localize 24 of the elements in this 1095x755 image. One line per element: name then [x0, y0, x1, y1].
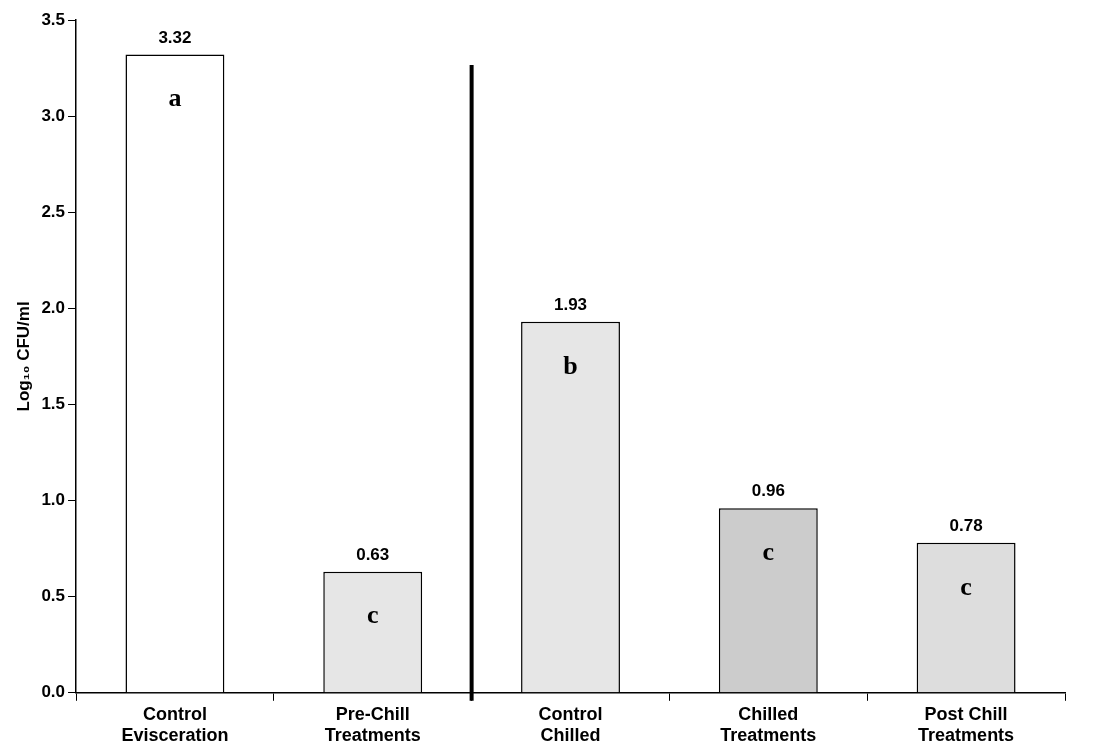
data-label: 0.96: [751, 481, 785, 501]
x-tick-label: Chilled Treatments: [720, 703, 817, 746]
data-label: 1.93: [553, 294, 588, 314]
y-tick-label: 2.5: [41, 201, 66, 221]
annotation: b: [563, 350, 578, 380]
annotation: c: [762, 536, 775, 566]
annotation: a: [168, 83, 182, 113]
y-tick-label: 0.5: [41, 586, 66, 606]
y-tick-label: 0.0: [41, 682, 66, 702]
y-tick-label: 3.5: [41, 9, 66, 29]
data-label: 3.32: [158, 27, 192, 47]
y-tick-label: 1.0: [41, 490, 66, 510]
y-tick-label: 1.5: [41, 394, 66, 414]
y-tick-label: 2.0: [41, 298, 66, 318]
x-tick-label: Control Chilled: [538, 703, 603, 746]
data-label: 0.63: [356, 544, 390, 564]
x-tick-label: Post Chill Treatments: [918, 703, 1015, 746]
annotation: c: [366, 600, 379, 630]
data-label: 0.78: [949, 516, 983, 536]
x-tick-label: Control Evisceration: [121, 703, 229, 746]
x-tick-label: Pre-Chill Treatments: [324, 703, 421, 746]
y-axis-title: Log₁₀ CFU/ml: [13, 301, 33, 412]
annotation: c: [960, 571, 972, 601]
y-tick-label: 3.0: [41, 105, 66, 125]
